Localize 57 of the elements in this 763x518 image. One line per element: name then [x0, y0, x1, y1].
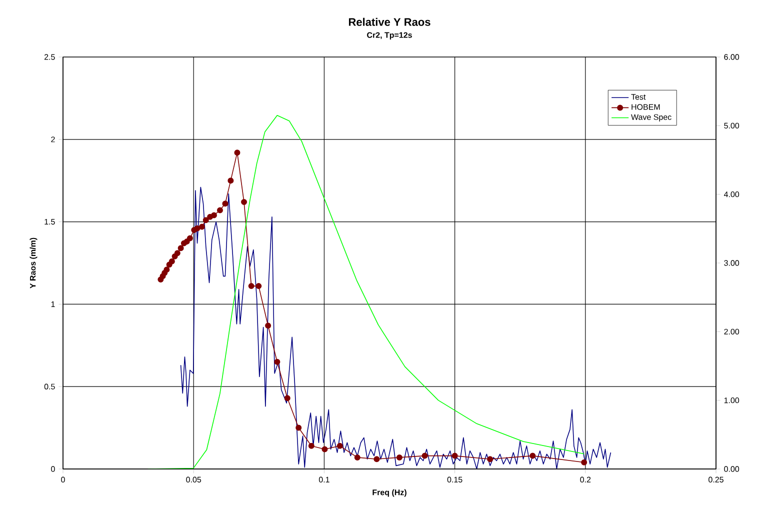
point	[202, 217, 209, 224]
y-tick-label: 2	[51, 136, 55, 142]
point	[186, 235, 193, 242]
y2-tick-label: 3.00	[724, 260, 740, 266]
y2-tick-label: 1.00	[724, 397, 740, 404]
point	[256, 283, 262, 290]
point	[422, 452, 428, 459]
chart-subtitle: Cr2, Tp=12s	[367, 32, 412, 40]
point	[178, 245, 184, 252]
y2-tick-label: 5.00	[724, 122, 740, 128]
y2-tick-label: 2.00	[724, 328, 740, 334]
point	[308, 442, 314, 449]
point	[274, 358, 280, 365]
y-tick-label: 0	[51, 466, 55, 472]
point	[174, 250, 180, 256]
point	[216, 207, 223, 214]
x-tick-label: 0.25	[708, 476, 724, 482]
legend-label: Test	[631, 94, 646, 100]
point	[248, 283, 254, 290]
y2-tick-label: 6.00	[724, 54, 740, 60]
point	[581, 459, 588, 466]
point	[530, 452, 536, 459]
point	[164, 266, 170, 273]
point	[210, 212, 217, 218]
point	[452, 452, 458, 459]
point	[296, 424, 302, 431]
y-tick-label: 0.5	[44, 384, 55, 390]
point	[396, 454, 402, 460]
point	[222, 200, 228, 207]
point	[284, 395, 290, 402]
x-tick-label: 0.2	[580, 476, 591, 482]
point	[336, 442, 343, 449]
y-tick-label: 1	[51, 301, 55, 307]
x-tick-label: 0	[61, 476, 65, 482]
point	[374, 456, 380, 462]
chart-title: Relative Y Raos	[348, 18, 430, 26]
y2-tick-label: 4.00	[724, 191, 740, 198]
x-tick-label: 0.15	[447, 476, 462, 482]
point	[234, 150, 240, 156]
point	[354, 454, 360, 460]
y2-tick-label: 0.00	[724, 466, 740, 472]
legend-label: HOBEM	[632, 104, 660, 110]
point	[198, 224, 205, 230]
x-tick-label: 0.05	[186, 476, 202, 482]
point	[487, 456, 494, 462]
point	[194, 225, 200, 232]
x-tick-label: 0.1	[318, 476, 330, 482]
x-axis-title: Freq (Hz)	[372, 489, 406, 497]
y-tick-label: 1.5	[44, 218, 55, 225]
point	[322, 446, 328, 452]
y-tick-label: 2.5	[44, 54, 55, 60]
legend-label: Wave Spec	[631, 114, 672, 122]
point	[265, 322, 272, 329]
point	[228, 178, 234, 184]
y-axis-title: Y Raos (m/m)	[30, 238, 38, 288]
point	[241, 199, 248, 206]
point	[168, 258, 175, 264]
